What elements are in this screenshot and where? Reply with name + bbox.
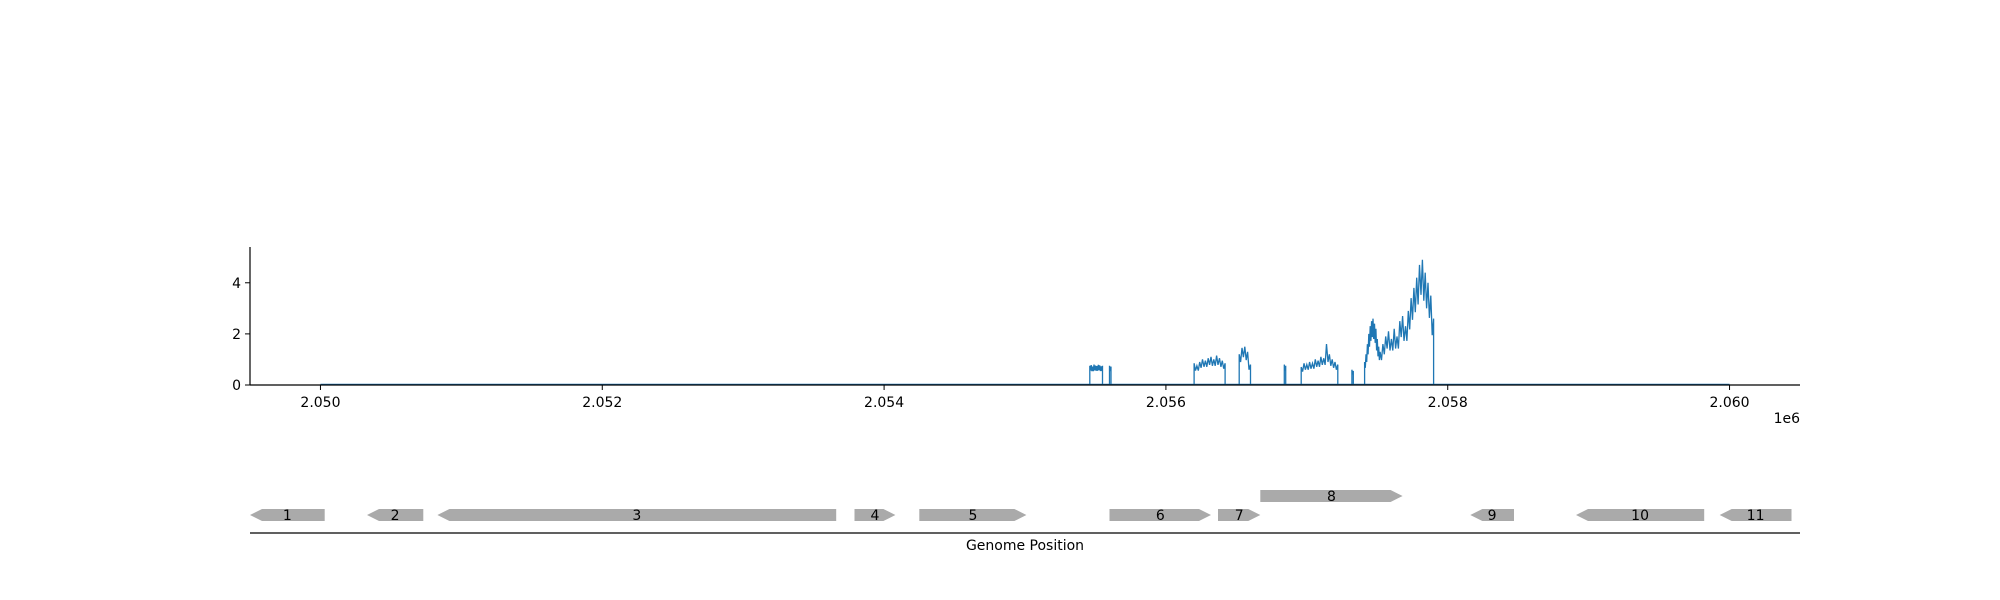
gene-label-7: 7	[1235, 508, 1244, 524]
gene-arrow-9	[1470, 509, 1514, 521]
x-axis-label: Genome Position	[966, 538, 1084, 554]
gene-map: 1 2 3 4 5 6 7 8 9 10 11 Genome Position	[250, 489, 1800, 554]
gene-label-6: 6	[1156, 508, 1165, 524]
x-tick-label: 2.060	[1709, 395, 1749, 411]
gene-arrow-11	[1719, 509, 1792, 521]
x-tick-label: 2.058	[1428, 395, 1468, 411]
gene-arrow-3	[437, 509, 837, 521]
gene-arrow-5	[919, 509, 1027, 521]
gene-arrow-8	[1260, 490, 1403, 502]
gene-arrow-4	[854, 509, 896, 521]
coverage-series	[320, 259, 1730, 386]
coverage-peak-8	[1363, 259, 1435, 385]
gene-label-3: 3	[632, 508, 641, 524]
y-tick-label: 4	[232, 276, 241, 292]
x-axis-multiplier: 1e6	[1774, 411, 1801, 427]
coverage-peak-2	[1108, 365, 1112, 385]
coverage-peak-1	[1089, 364, 1104, 385]
gene-label-8: 8	[1327, 489, 1336, 505]
coverage-peak-5	[1283, 364, 1287, 385]
gene-arrow-1	[250, 509, 325, 521]
gene-arrows: 1 2 3 4 5 6 7 8 9 10 11	[250, 489, 1792, 524]
gene-label-5: 5	[968, 508, 977, 524]
coverage-plot: 2.050 2.052 2.054 2.056 2.058 2.060 0 2 4 1e6	[232, 247, 1800, 427]
y-tick-label: 2	[232, 327, 241, 343]
gene-label-9: 9	[1488, 508, 1497, 524]
gene-arrow-2	[367, 509, 424, 521]
x-tick-label: 2.050	[300, 395, 340, 411]
x-ticks: 2.050 2.052 2.054 2.056 2.058 2.060	[300, 385, 1750, 411]
gene-label-11: 11	[1747, 508, 1765, 524]
x-tick-label: 2.052	[582, 395, 622, 411]
y-ticks: 0 2 4	[232, 276, 250, 394]
x-tick-label: 2.054	[864, 395, 904, 411]
gene-arrow-6	[1109, 509, 1211, 521]
gene-label-2: 2	[391, 508, 400, 524]
gene-arrow-7	[1218, 509, 1261, 521]
gene-arrow-10	[1576, 509, 1705, 521]
coverage-peak-4	[1238, 346, 1252, 385]
x-tick-label: 2.056	[1146, 395, 1186, 411]
coverage-peak-6	[1300, 344, 1339, 385]
coverage-peak-7	[1351, 369, 1354, 385]
gene-label-4: 4	[870, 508, 879, 524]
gene-label-1: 1	[283, 508, 292, 524]
gene-label-10: 10	[1631, 508, 1649, 524]
y-tick-label: 0	[232, 378, 241, 394]
coverage-peak-3	[1193, 355, 1226, 385]
